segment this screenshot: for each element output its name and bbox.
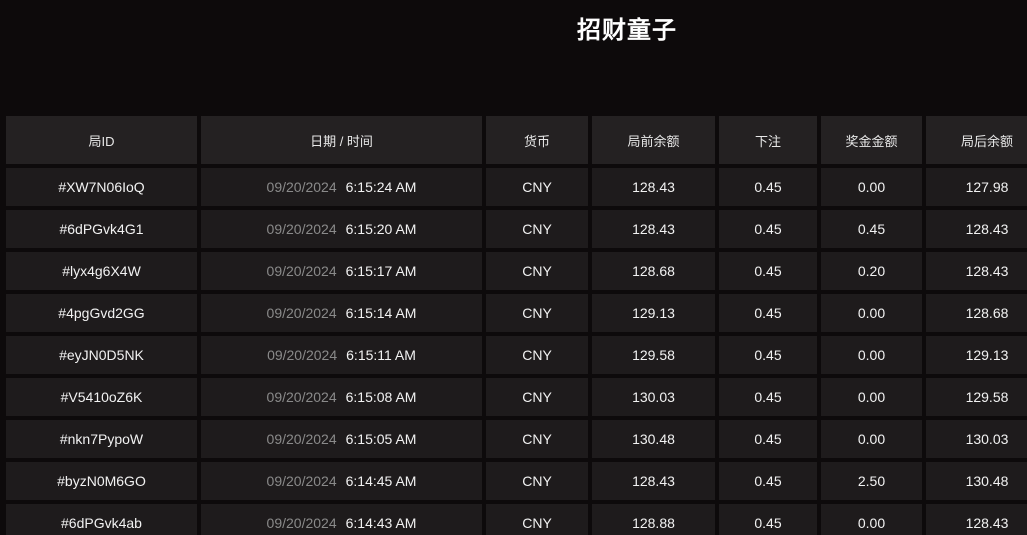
balance-before-cell: 129.13 xyxy=(592,294,715,332)
balance-after-cell: 128.68 xyxy=(926,294,1027,332)
balance-before-cell: 130.48 xyxy=(592,420,715,458)
date-text: 09/20/2024 xyxy=(266,389,337,405)
datetime-cell: 09/20/2024 6:15:17 AM xyxy=(201,252,482,290)
time-text: 6:15:08 AM xyxy=(345,389,417,405)
datetime-cell: 09/20/2024 6:14:45 AM xyxy=(201,462,482,500)
column-header-bet: 下注 xyxy=(719,116,817,164)
balance-after-cell: 130.03 xyxy=(926,420,1027,458)
round-id-cell: #nkn7PypoW xyxy=(6,420,197,458)
round-id-cell: #lyx4g6X4W xyxy=(6,252,197,290)
bet-cell: 0.45 xyxy=(719,168,817,206)
currency-cell: CNY xyxy=(486,504,588,535)
prize-cell: 0.45 xyxy=(821,210,922,248)
currency-cell: CNY xyxy=(486,462,588,500)
currency-cell: CNY xyxy=(486,210,588,248)
date-text: 09/20/2024 xyxy=(266,305,337,321)
title-bar: 招财童子 xyxy=(0,0,1027,116)
round-id-cell: #6dPGvk4G1 xyxy=(6,210,197,248)
prize-cell: 0.00 xyxy=(821,504,922,535)
prize-cell: 0.00 xyxy=(821,336,922,374)
datetime-cell: 09/20/2024 6:15:08 AM xyxy=(201,378,482,416)
time-text: 6:15:17 AM xyxy=(345,263,417,279)
bet-cell: 0.45 xyxy=(719,378,817,416)
date-text: 09/20/2024 xyxy=(266,179,337,195)
date-text: 09/20/2024 xyxy=(266,515,337,531)
date-text: 09/20/2024 xyxy=(266,221,337,237)
column-header-round_id: 局ID xyxy=(6,116,197,164)
game-history-table: 局ID 日期 / 时间 货币 局前余额 下注 奖金金额 局后余额 #XW7N06IoQ 09/2… xyxy=(6,116,1027,535)
balance-after-cell: 128.43 xyxy=(926,210,1027,248)
balance-before-cell: 128.43 xyxy=(592,462,715,500)
balance-before-cell: 128.68 xyxy=(592,252,715,290)
round-id-cell: #6dPGvk4ab xyxy=(6,504,197,535)
balance-after-cell: 129.58 xyxy=(926,378,1027,416)
datetime-cell: 09/20/2024 6:15:20 AM xyxy=(201,210,482,248)
datetime-cell: 09/20/2024 6:15:14 AM xyxy=(201,294,482,332)
datetime-cell: 09/20/2024 6:15:11 AM xyxy=(201,336,482,374)
date-text: 09/20/2024 xyxy=(266,431,337,447)
balance-after-cell: 127.98 xyxy=(926,168,1027,206)
time-text: 6:14:43 AM xyxy=(345,515,417,531)
bet-cell: 0.45 xyxy=(719,462,817,500)
balance-before-cell: 129.58 xyxy=(592,336,715,374)
time-text: 6:14:45 AM xyxy=(345,473,417,489)
balance-before-cell: 128.43 xyxy=(592,210,715,248)
currency-cell: CNY xyxy=(486,378,588,416)
date-text: 09/20/2024 xyxy=(266,263,337,279)
round-id-cell: #V5410oZ6K xyxy=(6,378,197,416)
page-title: 招财童子 xyxy=(577,17,677,44)
currency-cell: CNY xyxy=(486,420,588,458)
prize-cell: 0.00 xyxy=(821,378,922,416)
datetime-cell: 09/20/2024 6:15:05 AM xyxy=(201,420,482,458)
bet-cell: 0.45 xyxy=(719,420,817,458)
prize-cell: 0.00 xyxy=(821,294,922,332)
time-text: 6:15:20 AM xyxy=(345,221,417,237)
balance-after-cell: 130.48 xyxy=(926,462,1027,500)
time-text: 6:15:11 AM xyxy=(346,347,416,363)
bet-cell: 0.45 xyxy=(719,294,817,332)
prize-cell: 2.50 xyxy=(821,462,922,500)
column-header-currency: 货币 xyxy=(486,116,588,164)
bet-cell: 0.45 xyxy=(719,210,817,248)
round-id-cell: #byzN0M6GO xyxy=(6,462,197,500)
column-header-balance_before: 局前余额 xyxy=(592,116,715,164)
datetime-cell: 09/20/2024 6:15:24 AM xyxy=(201,168,482,206)
balance-before-cell: 130.03 xyxy=(592,378,715,416)
prize-cell: 0.00 xyxy=(821,168,922,206)
date-text: 09/20/2024 xyxy=(267,347,338,363)
prize-cell: 0.00 xyxy=(821,420,922,458)
time-text: 6:15:05 AM xyxy=(345,431,417,447)
currency-cell: CNY xyxy=(486,252,588,290)
currency-cell: CNY xyxy=(486,294,588,332)
prize-cell: 0.20 xyxy=(821,252,922,290)
column-header-datetime: 日期 / 时间 xyxy=(201,116,482,164)
round-id-cell: #4pgGvd2GG xyxy=(6,294,197,332)
balance-after-cell: 128.43 xyxy=(926,504,1027,535)
round-id-cell: #XW7N06IoQ xyxy=(6,168,197,206)
datetime-cell: 09/20/2024 6:14:43 AM xyxy=(201,504,482,535)
column-header-balance_after: 局后余额 xyxy=(926,116,1027,164)
balance-after-cell: 129.13 xyxy=(926,336,1027,374)
currency-cell: CNY xyxy=(486,336,588,374)
column-header-prize: 奖金金额 xyxy=(821,116,922,164)
round-id-cell: #eyJN0D5NK xyxy=(6,336,197,374)
balance-before-cell: 128.43 xyxy=(592,168,715,206)
balance-after-cell: 128.43 xyxy=(926,252,1027,290)
time-text: 6:15:24 AM xyxy=(345,179,417,195)
balance-before-cell: 128.88 xyxy=(592,504,715,535)
bet-cell: 0.45 xyxy=(719,504,817,535)
currency-cell: CNY xyxy=(486,168,588,206)
bet-cell: 0.45 xyxy=(719,252,817,290)
time-text: 6:15:14 AM xyxy=(345,305,417,321)
bet-cell: 0.45 xyxy=(719,336,817,374)
date-text: 09/20/2024 xyxy=(266,473,337,489)
